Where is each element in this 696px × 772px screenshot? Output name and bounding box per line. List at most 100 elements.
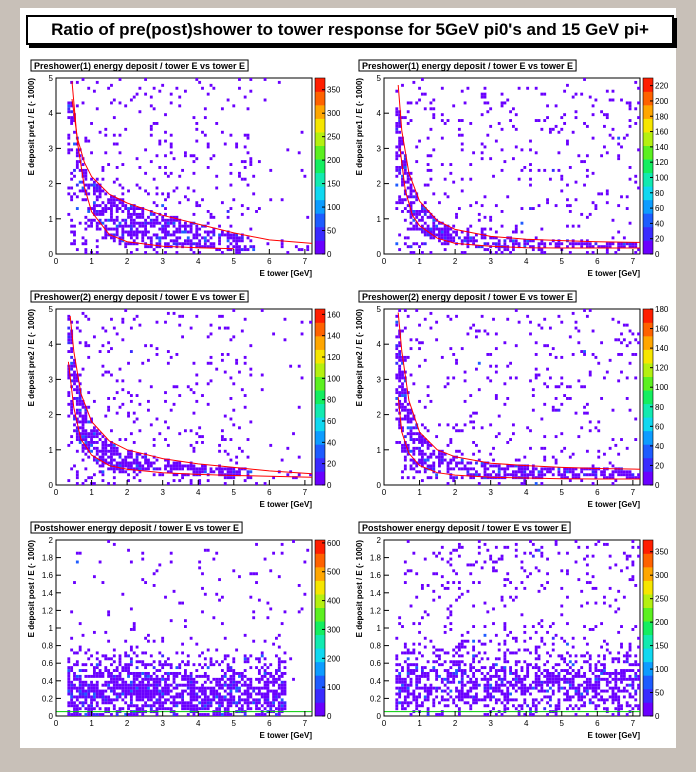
bin-cell: [585, 660, 589, 664]
y-tick-label: 4: [49, 340, 54, 349]
bin-cell: [115, 692, 119, 696]
bin-cell: [98, 455, 102, 459]
bin-cell: [283, 683, 287, 687]
bin-cell: [520, 467, 524, 471]
bin-cell: [92, 473, 96, 477]
bin-cell: [401, 443, 404, 447]
bin-cell: [594, 476, 598, 480]
bin-cell: [135, 695, 139, 699]
bin-cell: [164, 701, 167, 705]
bin-cell: [101, 452, 105, 456]
bin-cell: [580, 683, 584, 687]
bin-cell: [90, 686, 93, 690]
bin-cell: [446, 314, 450, 318]
bin-cell: [209, 230, 213, 234]
bin-cell: [403, 157, 407, 161]
bin-cell: [166, 677, 170, 681]
bin-cell: [401, 142, 404, 146]
bin-cell: [540, 672, 544, 675]
bin-cell: [166, 657, 170, 661]
bin-cell: [92, 695, 96, 699]
bin-cell: [155, 236, 159, 240]
bin-cell: [95, 177, 99, 181]
bin-cell: [551, 168, 555, 172]
bin-cell: [172, 701, 176, 705]
bin-cell: [480, 461, 484, 465]
bin-cell: [67, 110, 71, 114]
bin-cell: [483, 473, 487, 477]
bin-cell: [432, 704, 436, 708]
bin-cell: [175, 701, 179, 705]
bin-cell: [67, 657, 71, 661]
bin-cell: [585, 473, 589, 477]
x-tick-label: 4: [196, 488, 201, 497]
bin-cell: [443, 122, 447, 125]
bin-cell: [132, 207, 136, 210]
bin-cell: [634, 353, 638, 356]
bin-cell: [449, 628, 453, 631]
bin-cell: [560, 654, 564, 658]
bin-cell: [534, 376, 538, 380]
bin-cell: [195, 204, 199, 208]
y-tick-label: 0: [377, 481, 382, 490]
bin-cell: [121, 230, 125, 234]
bin-cell: [172, 215, 176, 219]
bin-cell: [98, 195, 102, 199]
bin-cell: [112, 677, 116, 681]
bin-cell: [155, 251, 159, 254]
bin-cell: [95, 245, 99, 249]
bin-cell: [446, 470, 450, 474]
bin-cell: [232, 695, 236, 699]
bin-cell: [70, 379, 74, 383]
bin-cell: [147, 399, 150, 403]
bin-cell: [101, 581, 105, 584]
bin-cell: [523, 166, 527, 169]
bin-cell: [164, 212, 167, 216]
bin-cell: [503, 625, 507, 628]
bin-cell: [149, 423, 153, 427]
bin-cell: [503, 666, 507, 670]
bin-cell: [67, 151, 71, 155]
bin-cell: [218, 598, 221, 602]
bin-cell: [223, 672, 227, 675]
bin-cell: [551, 473, 555, 477]
bin-cell: [420, 207, 424, 210]
bin-cell: [127, 663, 130, 667]
bin-cell: [540, 689, 544, 693]
bin-cell: [175, 704, 179, 708]
bin-cell: [477, 545, 481, 549]
bin-cell: [232, 104, 236, 108]
bin-cell: [249, 239, 253, 243]
bin-cell: [209, 379, 213, 383]
bin-cell: [75, 391, 79, 395]
bin-cell: [543, 663, 547, 667]
bin-cell: [266, 601, 270, 605]
bin-cell: [84, 701, 88, 705]
bin-cell: [152, 107, 156, 111]
bin-cell: [95, 251, 99, 254]
bin-cell: [577, 695, 581, 699]
bin-cell: [144, 230, 148, 234]
bin-cell: [452, 230, 456, 234]
bin-cell: [443, 242, 447, 246]
bin-cell: [67, 672, 71, 675]
bin-cell: [172, 467, 176, 471]
bin-cell: [409, 420, 413, 424]
bin-cell: [192, 449, 196, 453]
bin-cell: [226, 236, 230, 240]
bin-cell: [548, 353, 552, 356]
bin-cell: [460, 148, 464, 152]
bin-cell: [209, 83, 213, 87]
bin-cell: [517, 674, 521, 678]
bin-cell: [272, 692, 276, 696]
bin-cell: [229, 236, 233, 240]
bin-cell: [500, 669, 504, 672]
bin-cell: [121, 707, 125, 711]
bin-cell: [583, 309, 586, 312]
bin-cell: [492, 686, 495, 690]
bin-cell: [420, 584, 424, 587]
bin-cell: [175, 385, 179, 389]
bin-cell: [620, 145, 623, 149]
bin-cell: [161, 473, 165, 477]
color-scale-band: [315, 444, 325, 459]
